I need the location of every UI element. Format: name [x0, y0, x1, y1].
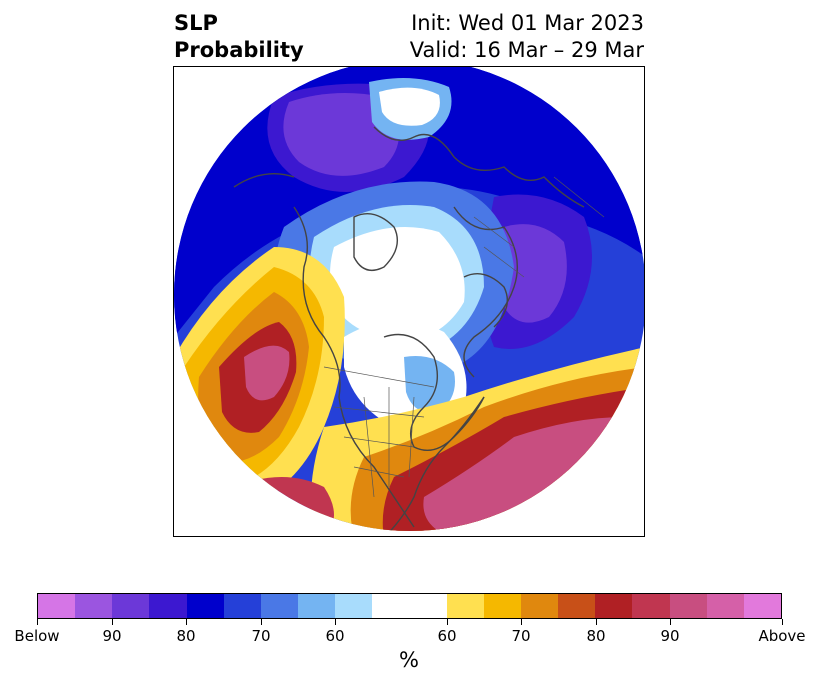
- colorbar-unit-label: %: [399, 648, 419, 672]
- colorbar-tick: [186, 619, 187, 625]
- colorbar-tick-label: Below: [14, 627, 60, 645]
- map-panel: [173, 66, 645, 537]
- region-below-90: [283, 93, 399, 176]
- colorbar-tick: [782, 619, 783, 625]
- colorbar-segment: [372, 594, 447, 618]
- colorbar-tick: [335, 619, 336, 625]
- colorbar-tick: [37, 619, 38, 625]
- colorbar-tick: [596, 619, 597, 625]
- chart-title-left: SLP Probability: [174, 10, 304, 64]
- colorbar-tick: [112, 619, 113, 625]
- colorbar-tick-label: Above: [758, 627, 806, 645]
- coastlines: [233, 126, 585, 531]
- colorbar-segment: [483, 594, 522, 618]
- colorbar: [37, 593, 782, 619]
- colorbar-segment: [521, 594, 559, 618]
- colorbar-segment: [112, 594, 150, 618]
- colorbar-segment: [186, 594, 224, 618]
- title-metric: Probability: [174, 38, 304, 62]
- colorbar-tick-label: 90: [660, 627, 680, 645]
- colorbar-segment: [595, 594, 633, 618]
- region-above-90-west: [244, 345, 290, 401]
- colorbar-segment: [38, 594, 76, 618]
- colorbar-segment: [223, 594, 261, 618]
- region-below-90-east: [499, 224, 567, 323]
- colorbar-segment: [149, 594, 187, 618]
- colorbar-segment: [669, 594, 707, 618]
- colorbar-tick-label: 80: [176, 627, 196, 645]
- region-below-65-namerica: [404, 356, 455, 413]
- region-neutral-north: [379, 87, 440, 126]
- colorbar-tick-label: 70: [511, 627, 531, 645]
- colorbar-segment: [446, 594, 484, 618]
- colorbar-tick: [521, 619, 522, 625]
- colorbar-segment: [335, 594, 373, 618]
- political-borders: [323, 176, 605, 498]
- colorbar-segment: [632, 594, 670, 618]
- colorbar-tick: [447, 619, 448, 625]
- colorbar-tick-label: 60: [325, 627, 345, 645]
- colorbar-tick-label: 70: [251, 627, 271, 645]
- colorbar-tick: [261, 619, 262, 625]
- region-neutral-central: [330, 227, 465, 342]
- init-date: Init: Wed 01 Mar 2023: [411, 11, 644, 35]
- colorbar-segment: [706, 594, 744, 618]
- valid-range: Valid: 16 Mar – 29 Mar: [409, 38, 644, 62]
- colorbar-tick-label: 90: [102, 627, 122, 645]
- colorbar-tick: [670, 619, 671, 625]
- colorbar-segment: [75, 594, 113, 618]
- title-variable: SLP: [174, 11, 218, 35]
- region-above-85-southwest: [234, 477, 334, 531]
- colorbar-segment: [558, 594, 596, 618]
- colorbar-segment: [298, 594, 336, 618]
- colorbar-segment: [260, 594, 299, 618]
- colorbar-segment: [743, 594, 782, 618]
- colorbar-tick-label: 80: [586, 627, 606, 645]
- colorbar-tick-label: 60: [437, 627, 457, 645]
- probability-map: [174, 67, 644, 531]
- chart-title-right: Init: Wed 01 Mar 2023 Valid: 16 Mar – 29…: [410, 10, 644, 64]
